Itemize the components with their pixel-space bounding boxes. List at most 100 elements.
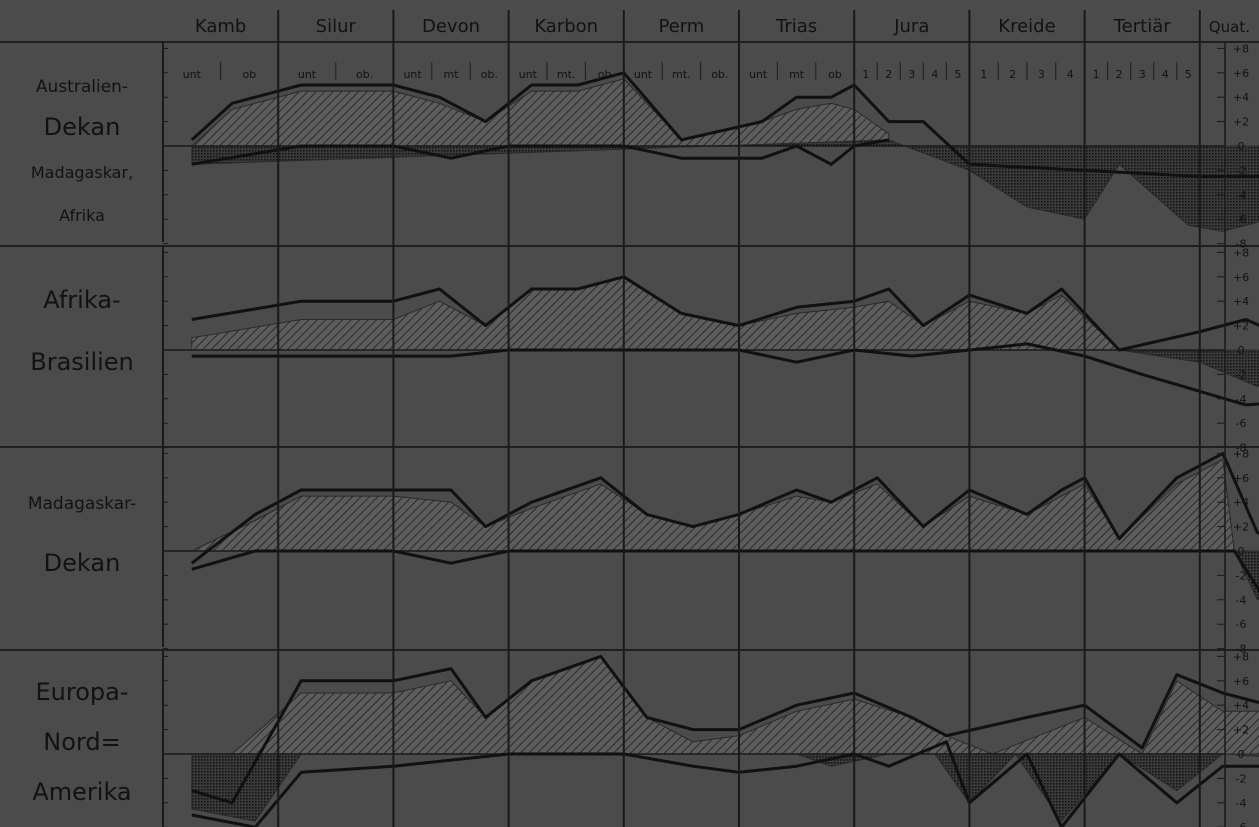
y-tick-label: +8: [1233, 650, 1249, 663]
subdivision-label: ob.: [711, 68, 728, 81]
y-tick-label: -4: [1236, 189, 1247, 202]
panel-label: Nord=: [43, 728, 120, 756]
y-tick-label: +4: [1233, 699, 1249, 712]
excess-area: [191, 458, 1235, 552]
y-tick-label: +4: [1233, 496, 1249, 509]
subdivision-label: 1: [1093, 68, 1100, 81]
y-tick-label: 0: [1238, 748, 1245, 761]
y-tick-label: -2: [1236, 772, 1247, 785]
period-label: Devon: [422, 16, 480, 37]
subdivision-label: mt.: [672, 68, 691, 81]
period-label: Perm: [658, 16, 704, 37]
panel: Europa- Nord= Amerika: [32, 650, 1259, 827]
panel-label: Dekan: [44, 549, 121, 577]
excess-area: [191, 276, 1121, 351]
upper-boundary-line: [190, 451, 1259, 565]
lower-boundary-line: [191, 549, 1259, 593]
panel: Afrika- Brasilien: [30, 246, 1259, 449]
y-tick-label: 0: [1238, 545, 1245, 558]
panel-group: Australien- Dekan Madagaskar, Afrika Afrika-…: [28, 42, 1259, 827]
subdivision-label: ob.: [356, 68, 373, 81]
subdivision-label: mt: [789, 68, 805, 81]
subdivision-label: 5: [954, 68, 961, 81]
y-tick-label: +2: [1233, 521, 1249, 534]
subdivision-label: 4: [1067, 68, 1074, 81]
y-tick-label: 0: [1238, 344, 1245, 357]
subdivision-label: ob: [243, 68, 257, 81]
panel-label: Afrika-: [43, 286, 120, 314]
subdivision-label-row: unt ob unt ob. unt mt ob. unt mt. ob unt mt. ob. unt m…: [183, 62, 1192, 81]
grid-lines: [0, 10, 1259, 827]
period-label: Tertiär: [1113, 16, 1172, 37]
y-tick-label: +8: [1233, 447, 1249, 460]
period-label: Kamb: [195, 16, 246, 37]
y-tick-label: -6: [1236, 821, 1247, 827]
lower-boundary-line: [191, 740, 1259, 827]
y-tick-label: +6: [1233, 472, 1249, 485]
period-label: Jura: [893, 16, 929, 37]
y-tick-label: 0: [1238, 140, 1245, 153]
subdivision-label: 4: [931, 68, 938, 81]
y-tick-label: +2: [1233, 724, 1249, 737]
deficit-area: [191, 753, 1259, 822]
y-tick-label: -4: [1236, 797, 1247, 810]
y-tick-label: -4: [1236, 393, 1247, 406]
y-tick-label: -2: [1236, 569, 1247, 582]
panel-label: Amerika: [32, 778, 131, 806]
subdivision-label: unt: [519, 68, 538, 81]
subdivision-label: mt: [443, 68, 459, 81]
period-label: Silur: [316, 16, 357, 37]
y-tick-label: +6: [1233, 675, 1249, 688]
period-label: Karbon: [534, 16, 598, 37]
y-tick-label: +2: [1233, 320, 1249, 333]
lower-boundary-line: [191, 138, 890, 166]
y-tick-label: -8: [1236, 238, 1247, 251]
subdivision-label: unt: [403, 68, 422, 81]
deficit-area: [1119, 349, 1259, 388]
subdivision-label: 2: [1009, 68, 1016, 81]
y-tick-label: +8: [1233, 246, 1249, 259]
subdivision-label: 5: [1185, 68, 1192, 81]
y-tick-label: -2: [1236, 368, 1247, 381]
panel-label: Brasilien: [30, 348, 134, 376]
y-tick-label: +8: [1233, 42, 1249, 55]
y-tick-label: -8: [1236, 442, 1247, 455]
subdivision-label: 2: [885, 68, 892, 81]
y-tick-column: +8+6+4+20-2-4-6-8+8+6+4+20-2-4-6-8+8+6+4…: [1217, 42, 1249, 827]
panel: Australien- Dekan Madagaskar, Afrika: [31, 42, 1259, 245]
subdivision-label: unt: [183, 68, 202, 81]
panel-label: Australien-: [36, 77, 128, 97]
excess-area: [190, 78, 890, 147]
subdivision-label: ob.: [481, 68, 498, 81]
y-tick-label: -6: [1236, 417, 1247, 430]
subdivision-label: ob: [828, 68, 842, 81]
excess-area: [230, 655, 1259, 755]
lower-boundary-line: [191, 342, 1259, 407]
y-tick-label: +4: [1233, 91, 1249, 104]
panel-label: Dekan: [44, 113, 121, 141]
panel-label: Madagaskar,: [31, 163, 133, 182]
subdivision-label: 2: [1116, 68, 1123, 81]
y-tick-label: -6: [1236, 618, 1247, 631]
subdivision-label: unt: [634, 68, 653, 81]
y-tick-label: -8: [1236, 643, 1247, 656]
y-tick-label: -6: [1236, 213, 1247, 226]
subdivision-label: 3: [908, 68, 915, 81]
subdivision-label: 4: [1162, 68, 1169, 81]
period-label: Kreide: [998, 16, 1055, 37]
panel-label: Madagaskar-: [28, 494, 136, 514]
panel-label: Afrika: [59, 206, 105, 225]
panel-label: Europa-: [36, 678, 129, 706]
deficit-area: [191, 139, 1259, 232]
subdivision-label: mt.: [557, 68, 576, 81]
subdivision-label: unt: [749, 68, 768, 81]
y-tick-label: +4: [1233, 295, 1249, 308]
upper-boundary-line: [191, 654, 1259, 805]
y-tick-label: -4: [1236, 594, 1247, 607]
upper-boundary-line: [190, 71, 1259, 178]
y-tick-label: +6: [1233, 67, 1249, 80]
y-tick-label: +6: [1233, 271, 1249, 284]
subdivision-label: 1: [862, 68, 869, 81]
period-label: Trias: [775, 16, 817, 37]
